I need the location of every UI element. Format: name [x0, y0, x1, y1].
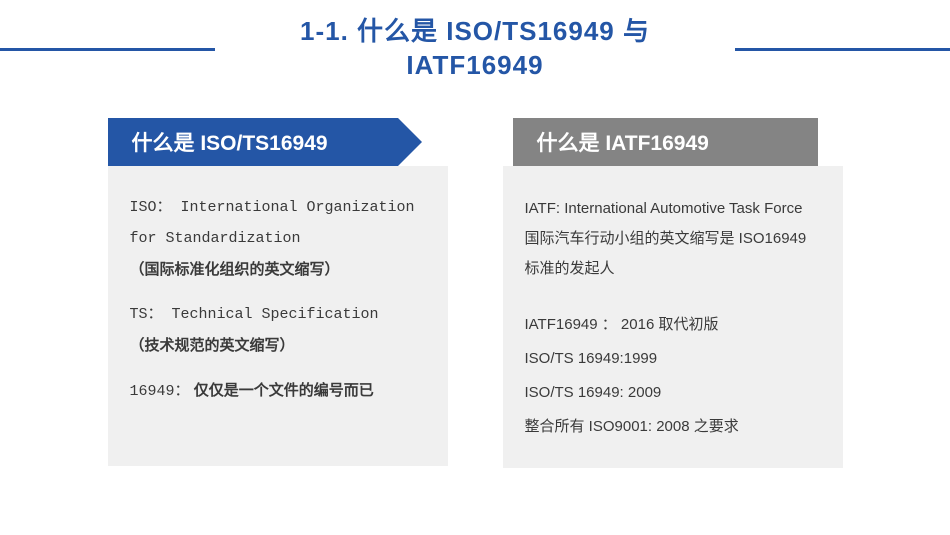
right-header-ribbon: 什么是 IATF16949 — [513, 118, 818, 166]
iatf-text1: International Automotive Task Force 国际汽车… — [525, 200, 807, 277]
iso-note: （国际标准化组织的英文缩写） — [130, 256, 426, 283]
iso-line2: for Standardization — [130, 225, 426, 252]
right-column: 什么是 IATF16949 IATF: International Automo… — [503, 118, 843, 468]
page-title: 1-1. 什么是 ISO/TS16949 与IATF16949 — [215, 15, 735, 83]
ts-line: TS： Technical Specification — [130, 301, 426, 328]
left-header-ribbon: 什么是 ISO/TS16949 — [108, 118, 398, 166]
iso-line1: ISO： International Organization — [130, 194, 426, 221]
line-c: ISO/TS 16949: 2009 — [525, 378, 821, 408]
line-b: ISO/TS 16949:1999 — [525, 344, 821, 374]
num-text: 仅仅是一个文件的编号而已 — [194, 382, 374, 399]
title-section: 1-1. 什么是 ISO/TS16949 与IATF16949 — [0, 0, 950, 83]
num-line: 16949： 仅仅是一个文件的编号而已 — [130, 377, 426, 405]
num-label: 16949： — [130, 383, 190, 400]
ts-note: （技术规范的英文缩写） — [130, 332, 426, 359]
left-body: ISO： International Organization for Stan… — [108, 166, 448, 466]
iatf-label: IATF: — [525, 200, 561, 217]
left-column: 什么是 ISO/TS16949 ISO： International Organ… — [108, 118, 448, 468]
line-d: 整合所有 ISO9001: 2008 之要求 — [525, 412, 821, 442]
iatf-desc: IATF: International Automotive Task Forc… — [525, 194, 821, 284]
line-a: IATF16949 ： 2016 取代初版 — [525, 310, 821, 340]
right-body: IATF: International Automotive Task Forc… — [503, 166, 843, 468]
left-header-text: 什么是 ISO/TS16949 — [132, 127, 328, 157]
content-columns: 什么是 ISO/TS16949 ISO： International Organ… — [0, 118, 950, 468]
right-header-text: 什么是 IATF16949 — [537, 127, 709, 157]
